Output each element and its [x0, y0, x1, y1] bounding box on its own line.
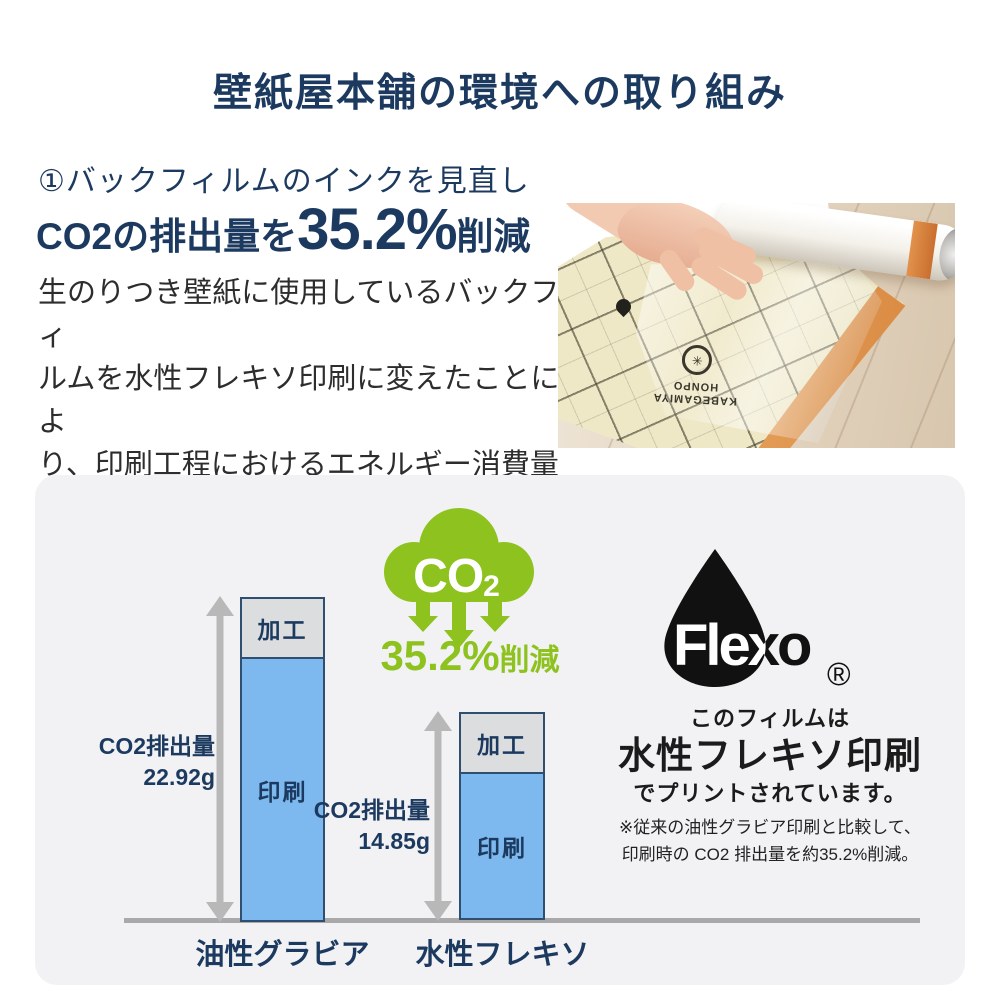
page-title: 壁紙屋本舗の環境への取り組み: [212, 72, 787, 115]
chart-baseline: [124, 918, 920, 923]
flexo-drop-logo: Flexo Flexo ®: [664, 549, 851, 692]
co2-total-value: 22.92g: [143, 764, 215, 790]
section-heading: ①バックフィルムのインクを見直し: [38, 165, 530, 198]
flexo-logo-text: Flexo: [673, 613, 811, 678]
paragraph-line: 生のりつき壁紙に使用しているバックフィ: [38, 277, 560, 352]
co2-reduction-headline: CO2の排出量を35.2%削減: [36, 196, 531, 263]
co2-text: CO2: [413, 550, 499, 603]
hand: [558, 203, 767, 304]
flexo-caption-line3: でプリントされています。: [633, 781, 907, 806]
flexo-footnote-line1: ※従来の油性グラビア印刷と比較して、: [619, 818, 921, 837]
roll-end-cap: [936, 225, 955, 285]
drop-icon: [664, 549, 766, 687]
co2-total-label: CO2排出量: [313, 797, 430, 823]
reduction-callout: 35.2%削減: [350, 632, 590, 680]
co2-total-right: CO2排出量 14.85g: [270, 795, 430, 857]
flexo-caption-line2: 水性フレキソ印刷: [618, 735, 922, 776]
bar-segment-processing: 加工: [461, 714, 543, 774]
flexo-caption-line1: このフィルムは: [689, 706, 851, 731]
flexo-footnote-line2: 印刷時の CO2 排出量を約35.2%削減。: [621, 845, 919, 864]
headline-value: 35.2%: [297, 197, 457, 262]
comparison-panel: 加工 印刷 CO2排出量 22.92g 油性グラビア 加工 印刷 CO2排出量 …: [35, 475, 965, 985]
bar-segment-processing: 加工: [242, 599, 323, 659]
bar-oil-gravure: 加工 印刷: [240, 597, 325, 922]
co2-cloud-icon: CO2: [384, 508, 534, 648]
co2-down-arrows-icon: [408, 602, 510, 648]
co2-total-left: CO2排出量 22.92g: [55, 731, 215, 793]
double-arrow-icon: [424, 711, 452, 921]
reduction-suffix: 削減: [499, 644, 560, 677]
backfilm-photo: KABEGAMIYA HONPO ✳: [558, 203, 955, 448]
headline-suffix: 削減: [456, 216, 531, 257]
bar-water-flexo: 加工 印刷: [459, 712, 545, 920]
stamp-logo-icon: ✳: [681, 344, 713, 376]
category-water-flexo: 水性フレキソ: [415, 939, 590, 971]
co2-total-value: 14.85g: [358, 828, 430, 854]
headline-prefix: CO2の排出量を: [36, 216, 298, 257]
registered-mark: ®: [827, 656, 851, 692]
paragraph-line: ルムを水性フレキソ印刷に変えたことによ: [38, 363, 560, 438]
roll-orange-band: [906, 220, 938, 280]
sheet-stamp: KABEGAMIYA HONPO ✳: [652, 343, 739, 407]
co2-total-label: CO2排出量: [98, 733, 215, 759]
reduction-value: 35.2%: [380, 632, 500, 679]
bar-segment-printing: 印刷: [477, 835, 527, 861]
bar-segment-printing: 印刷: [257, 778, 308, 805]
double-arrow-icon: [206, 596, 234, 922]
flexo-logo-text-overlay: Flexo: [673, 613, 811, 678]
category-oil-gravure: 油性グラビア: [195, 939, 370, 971]
